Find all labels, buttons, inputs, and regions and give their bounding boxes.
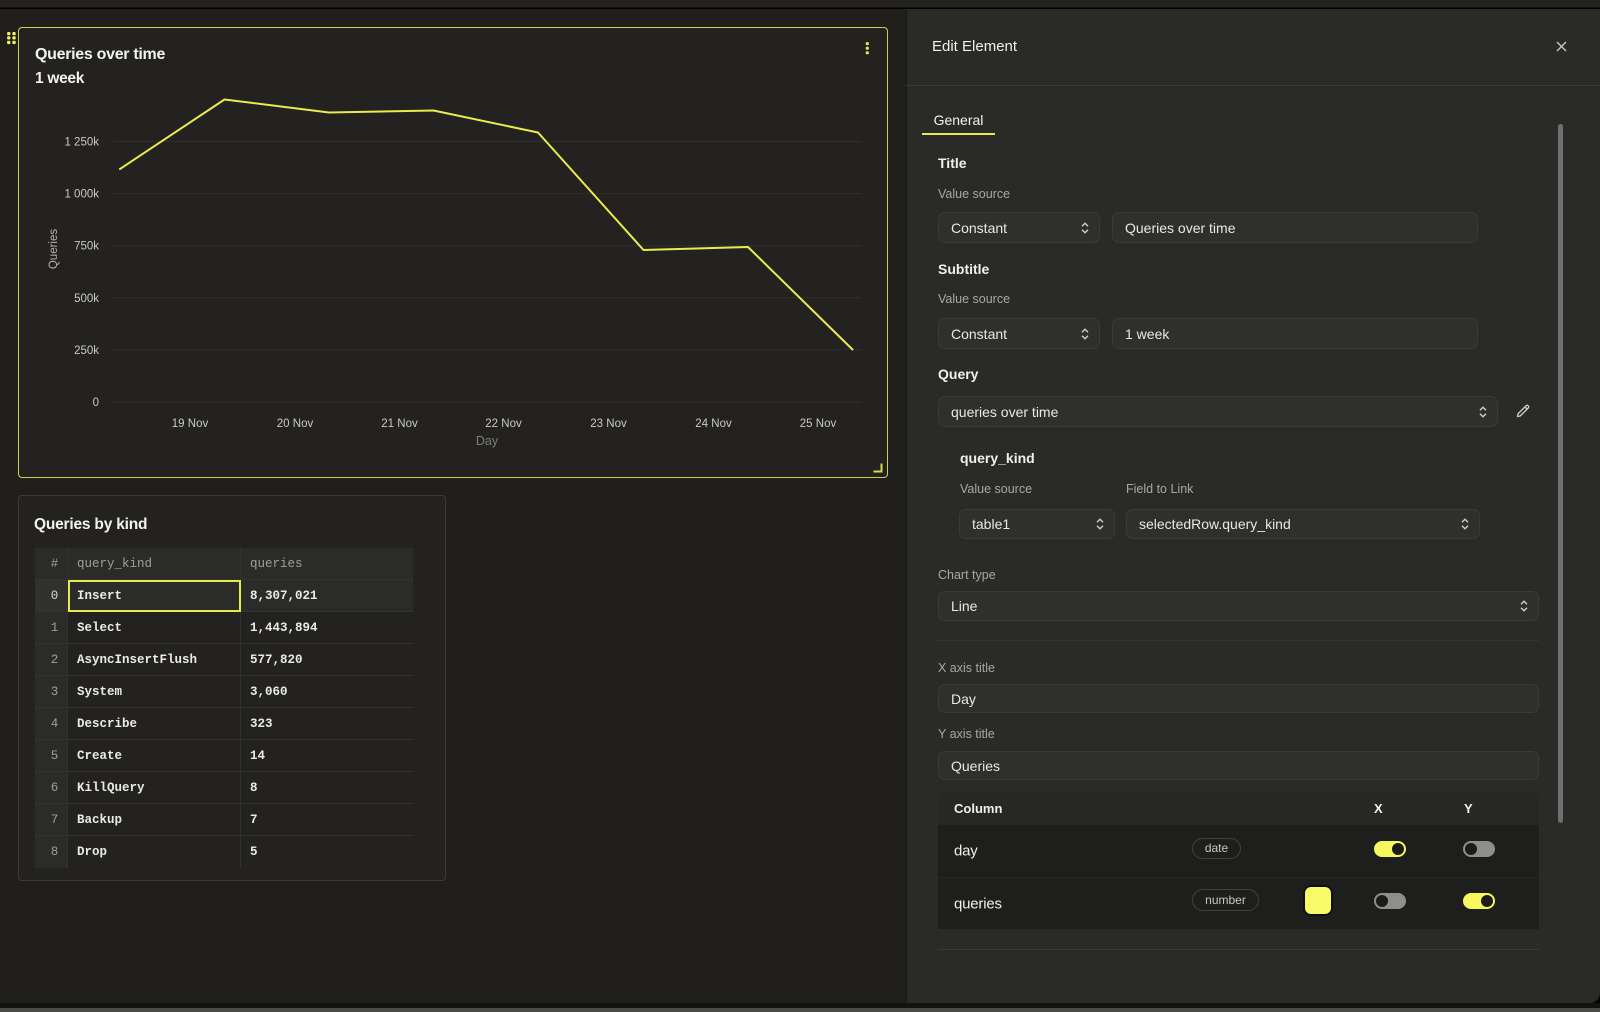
svg-text:25 Nov: 25 Nov — [800, 418, 837, 430]
svg-text:22 Nov: 22 Nov — [485, 418, 522, 430]
svg-text:500k: 500k — [74, 293, 99, 305]
svg-text:1 250k: 1 250k — [64, 137, 99, 149]
svg-text:21 Nov: 21 Nov — [381, 418, 418, 430]
svg-text:19 Nov: 19 Nov — [172, 418, 209, 430]
svg-text:20 Nov: 20 Nov — [277, 418, 314, 430]
svg-text:250k: 250k — [74, 345, 99, 357]
svg-text:750k: 750k — [74, 241, 99, 253]
svg-text:Queries: Queries — [48, 229, 60, 270]
svg-text:0: 0 — [93, 397, 99, 409]
svg-text:23 Nov: 23 Nov — [590, 418, 627, 430]
svg-text:24 Nov: 24 Nov — [695, 418, 732, 430]
svg-text:1 000k: 1 000k — [64, 189, 99, 201]
svg-text:Day: Day — [476, 434, 499, 448]
